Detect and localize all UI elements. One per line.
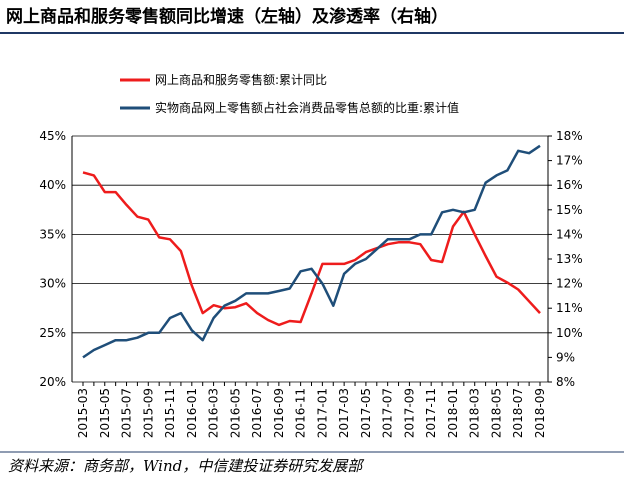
x-tick-label: 2018-09: [533, 388, 547, 438]
x-tick-label: 2017-11: [424, 388, 438, 438]
x-tick-label: 2016-07: [250, 388, 264, 438]
legend-label: 网上商品和服务零售额:累计同比: [155, 72, 327, 87]
x-tick-label: 2015-09: [141, 388, 155, 438]
x-tick-label: 2015-07: [120, 388, 134, 438]
y-tick-label: 25%: [39, 326, 66, 340]
x-tick-label: 2018-01: [446, 388, 460, 438]
x-tick-label: 2016-01: [185, 388, 199, 438]
chart-title: 网上商品和服务零售额同比增速（左轴）及渗透率（右轴）: [6, 6, 448, 27]
x-tick-label: 2017-09: [402, 388, 416, 438]
x-tick-label: 2016-11: [294, 388, 308, 438]
y2-tick-label: 16%: [556, 178, 583, 192]
x-tick-label: 2017-07: [381, 388, 395, 438]
x-tick-label: 2018-07: [511, 388, 525, 438]
y2-tick-label: 17%: [556, 154, 583, 168]
y2-tick-label: 14%: [556, 227, 583, 241]
y-tick-label: 45%: [39, 129, 66, 143]
source: 资料来源：商务部，Wind，中信建投证券研究发展部: [8, 457, 365, 475]
x-tick-label: 2015-05: [98, 388, 112, 438]
x-tick-label: 2016-03: [207, 388, 221, 438]
x-tick-label: 2017-01: [315, 388, 329, 438]
x-tick-label: 2016-09: [272, 388, 286, 438]
legend-label: 实物商品网上零售额占社会消费品零售总额的比重:累计值: [155, 100, 459, 115]
x-tick-label: 2018-05: [489, 388, 503, 438]
y2-tick-label: 15%: [556, 203, 583, 217]
x-tick-label: 2017-05: [359, 388, 373, 438]
y-tick-label: 20%: [39, 375, 66, 389]
y2-tick-label: 11%: [556, 301, 583, 315]
y2-tick-label: 9%: [556, 350, 575, 364]
x-tick-label: 2015-03: [76, 388, 90, 438]
x-tick-label: 2015-11: [163, 388, 177, 438]
x-tick-label: 2016-05: [228, 388, 242, 438]
y2-tick-label: 8%: [556, 375, 575, 389]
y2-tick-label: 18%: [556, 129, 583, 143]
y-tick-label: 40%: [39, 178, 66, 192]
series-line: [82, 171, 541, 327]
y-tick-label: 35%: [39, 227, 66, 241]
y2-tick-label: 13%: [556, 252, 583, 266]
y-tick-label: 30%: [39, 277, 66, 291]
y2-tick-label: 12%: [556, 277, 583, 291]
x-tick-label: 2017-03: [337, 388, 351, 438]
y2-tick-label: 10%: [556, 326, 583, 340]
x-tick-label: 2018-03: [468, 388, 482, 438]
series-line: [82, 144, 541, 359]
